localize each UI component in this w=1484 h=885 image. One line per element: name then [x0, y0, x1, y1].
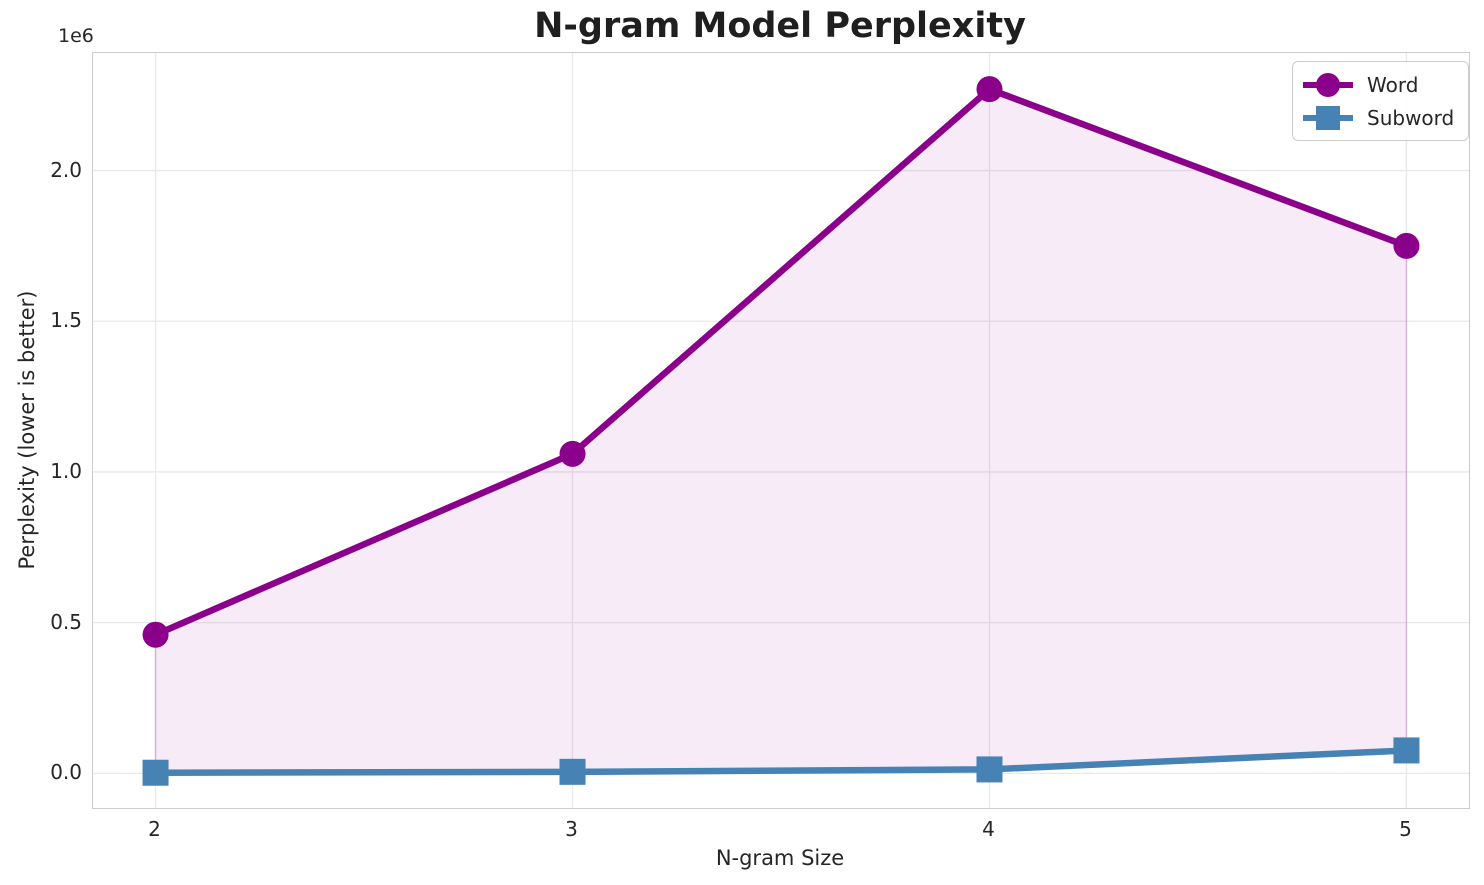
data-point-subword [976, 756, 1003, 783]
x-tick-label: 3 [565, 817, 578, 841]
legend: Word Subword [1292, 61, 1470, 141]
legend-label: Word [1367, 72, 1419, 97]
y-axis-label: Perplexity (lower is better) [15, 290, 39, 570]
x-tick-label: 2 [148, 817, 161, 841]
data-point-word [976, 76, 1003, 103]
y-tick-label: 0.5 [50, 609, 82, 634]
legend-square-marker-icon [1303, 105, 1353, 130]
data-point-word [1393, 232, 1420, 259]
y-axis-offset-label: 1e6 [58, 25, 94, 47]
data-point-subword [1393, 737, 1420, 764]
x-tick-label: 4 [982, 817, 995, 841]
y-tick-label: 1.5 [50, 308, 82, 333]
legend-item-word: Word [1303, 69, 1454, 100]
y-tick-label: 0.0 [50, 760, 82, 785]
data-point-word [142, 621, 169, 648]
data-point-subword [559, 758, 586, 785]
series-line-subword [155, 747, 1407, 776]
data-point-word [559, 440, 586, 467]
plot-area [92, 52, 1470, 809]
data-point-subword [142, 759, 169, 786]
chart-canvas [93, 53, 1469, 808]
fill-between-region [154, 88, 1408, 774]
legend-label: Subword [1367, 105, 1455, 130]
y-tick-label: 1.0 [50, 458, 82, 483]
x-tick-label: 5 [1399, 817, 1412, 841]
legend-circle-marker-icon [1303, 72, 1353, 97]
y-tick-label: 2.0 [50, 157, 82, 182]
legend-item-subword: Subword [1303, 102, 1454, 133]
chart-title: N-gram Model Perplexity [534, 6, 1026, 46]
x-axis-label: N-gram Size [715, 846, 845, 870]
series-line-word [154, 85, 1408, 638]
